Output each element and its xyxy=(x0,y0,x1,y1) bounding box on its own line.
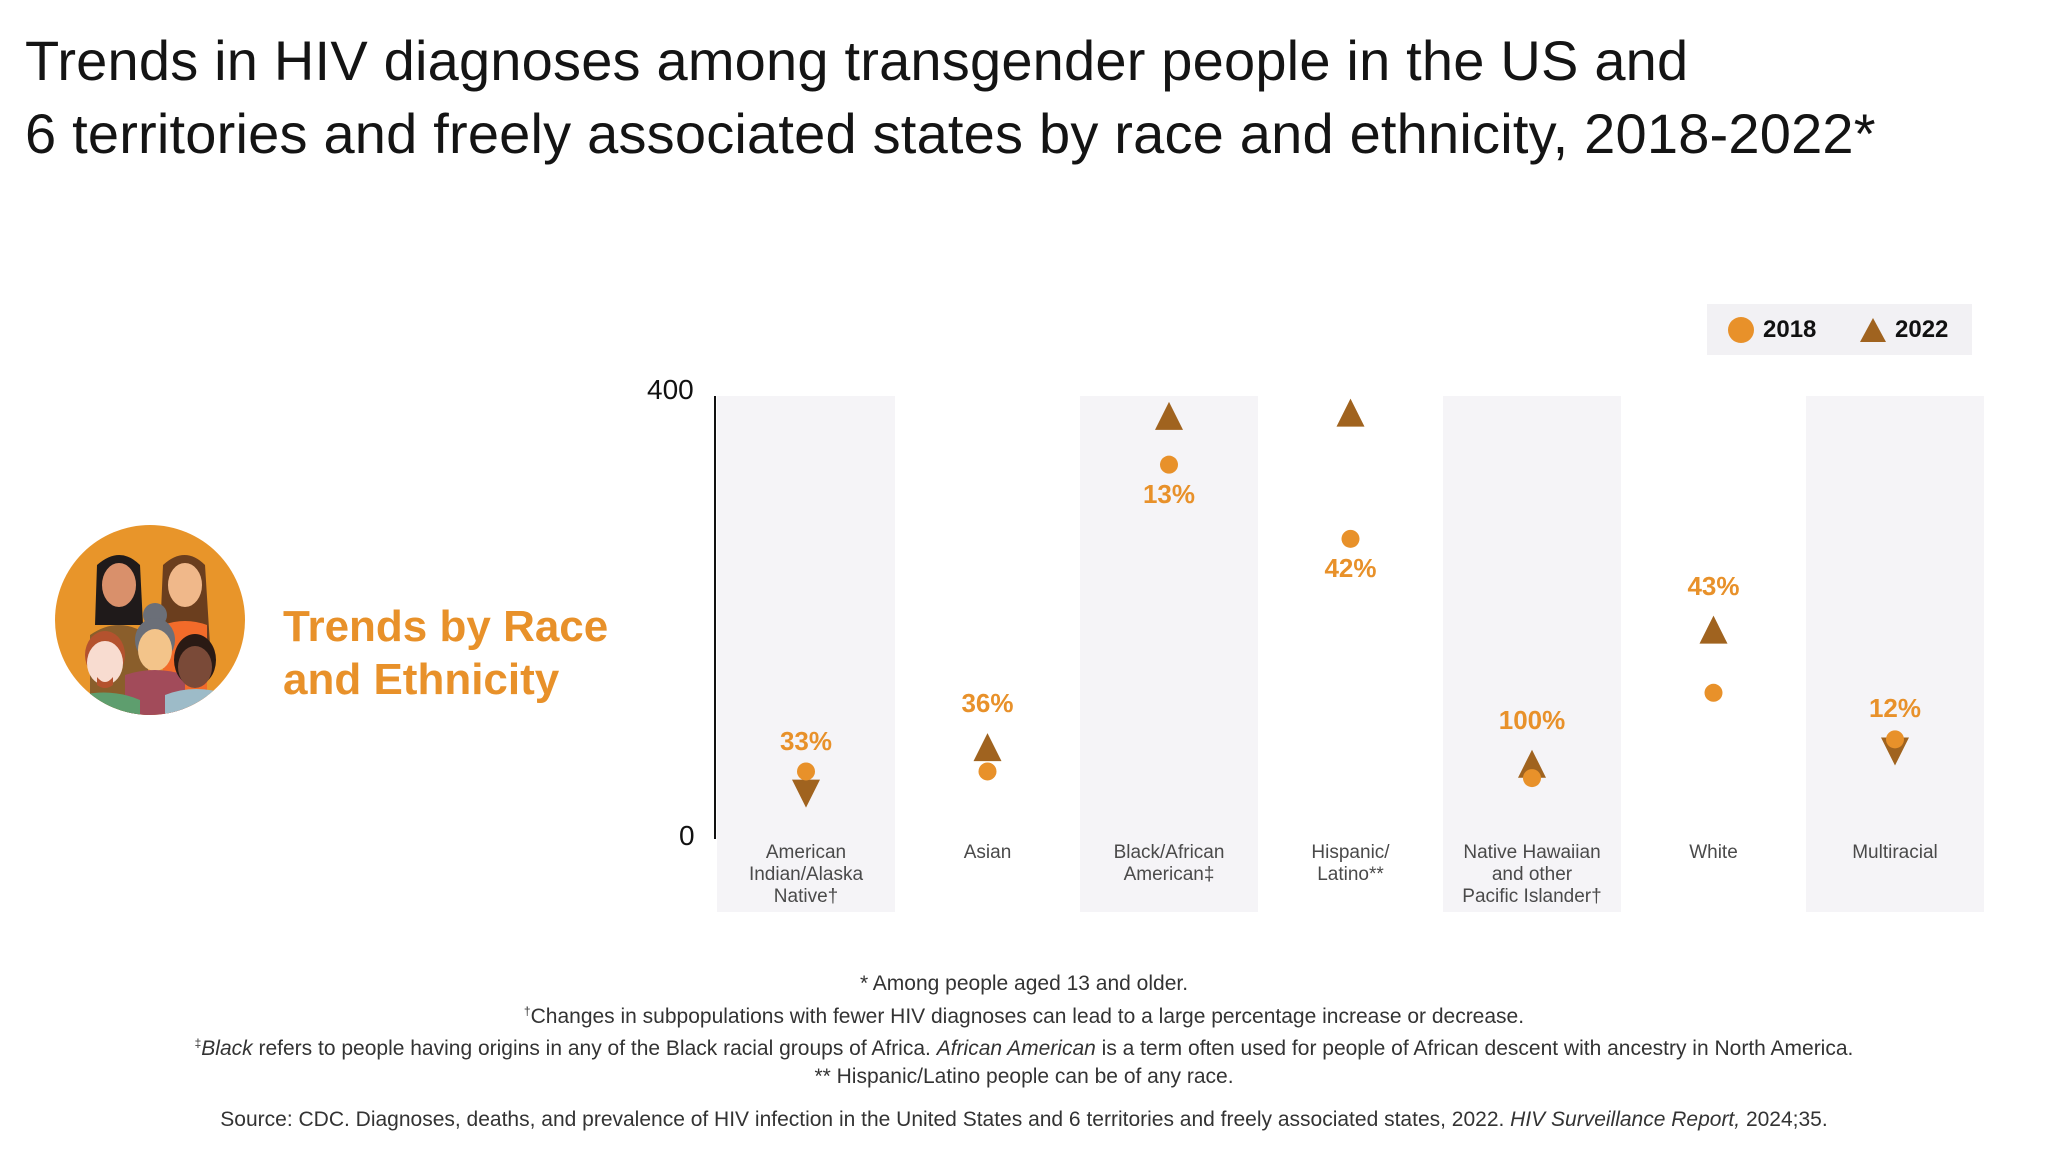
source-citation: Source: CDC. Diagnoses, deaths, and prev… xyxy=(0,1108,2048,1132)
marker-2018-circle xyxy=(1523,769,1541,788)
x-tick-label-line: Latino** xyxy=(1317,864,1384,885)
page-title: Trends in HIV diagnoses among transgende… xyxy=(25,24,1876,170)
x-tick-label: Hispanic/Latino** xyxy=(1262,842,1440,886)
x-tick-label-line: Hispanic/ xyxy=(1311,842,1390,863)
footnote-text: refers to people having origins in any o… xyxy=(252,1037,937,1060)
footnote-small-populations: †Changes in subpopulations with fewer HI… xyxy=(0,998,2048,1031)
category-band xyxy=(1806,396,1984,912)
footnote-hispanic: ** Hispanic/Latino people can be of any … xyxy=(814,1064,1234,1088)
x-tick-label: Asian xyxy=(899,842,1077,864)
diverse-people-group-icon xyxy=(55,525,245,715)
x-tick-label-line: Asian xyxy=(963,842,1012,863)
percent-change-label: 100% xyxy=(1498,704,1566,735)
x-tick-label: Native Hawaiian and other Pacific Islander… xyxy=(1443,842,1621,908)
marker-2018-circle xyxy=(1886,730,1904,749)
source-text: Source: CDC. Diagnoses, deaths, and prev… xyxy=(220,1108,1511,1131)
percent-change-label: 13% xyxy=(1142,478,1196,509)
footnotes: * Among people aged 13 and older. †Chang… xyxy=(0,970,2048,1090)
percent-change-label: 43% xyxy=(1687,570,1740,601)
source-report-title: HIV Surveillance Report, xyxy=(1510,1108,1741,1131)
x-tick-label-line: Multiracial xyxy=(1852,842,1938,863)
x-tick-label-line: Black/African xyxy=(1113,842,1225,863)
legend-label-2018: 2018 xyxy=(1763,315,1817,343)
x-tick-label-line: White xyxy=(1689,842,1738,863)
marker-2018-circle xyxy=(797,762,815,781)
section-heading: Trends by Race and Ethnicity xyxy=(283,600,608,706)
percent-change-label: 12% xyxy=(1868,692,1922,723)
section-heading-line-2: and Ethnicity xyxy=(283,655,560,704)
x-tick-label: Black/African American‡ xyxy=(1080,842,1258,886)
x-tick-label-line: American xyxy=(765,842,847,863)
x-tick-label-line: Native Hawaiian xyxy=(1463,842,1601,863)
marker-2018-circle xyxy=(1160,455,1178,474)
footnote-italic-black: Black xyxy=(201,1037,253,1060)
footnote-age: * Among people aged 13 and older. xyxy=(859,972,1189,995)
marker-2022-triangle xyxy=(1336,398,1365,427)
marker-2018-circle xyxy=(1704,683,1723,702)
x-tick-label-line: and other xyxy=(1491,864,1573,885)
legend-triangle-marker xyxy=(1860,317,1886,342)
y-tick-label-0: 0 xyxy=(679,820,695,851)
x-tick-label: Multiracial xyxy=(1806,842,1984,864)
legend-item-2018: 2018 xyxy=(1727,304,1816,355)
title-line-1: Trends in HIV diagnoses among transgende… xyxy=(25,29,1689,92)
marker-2022-triangle xyxy=(973,733,1002,762)
percent-change-label: 36% xyxy=(961,688,1014,719)
percent-change-label: 33% xyxy=(779,726,833,757)
category-band xyxy=(1443,396,1621,912)
category-band xyxy=(1080,396,1258,912)
legend-circle-marker xyxy=(1728,316,1754,343)
chart-legend: 2018 2022 xyxy=(1707,304,1972,355)
footnote-small-populations-text: Changes in subpopulations with fewer HIV… xyxy=(530,1004,1525,1028)
legend-label-2022: 2022 xyxy=(1895,315,1949,343)
dagger-mark: † xyxy=(523,1003,531,1018)
double-dagger-mark: ‡ xyxy=(194,1036,202,1050)
x-tick-label-line: Native† xyxy=(773,886,839,907)
x-tick-label-line: Pacific Islander† xyxy=(1462,886,1602,907)
x-tick-label: American Indian/Alaska Native† xyxy=(717,842,895,908)
source-tail: 2024;35. xyxy=(1740,1108,1828,1131)
footnote-black-definition: ‡Black refers to people having origins i… xyxy=(0,1030,2048,1063)
footnote-text: is a term often used for people of Afric… xyxy=(1095,1037,1854,1060)
percent-change-label: 42% xyxy=(1324,552,1377,583)
marker-2018-circle xyxy=(978,762,997,781)
category-band xyxy=(717,396,895,912)
footnote-italic-african-american: African American xyxy=(936,1037,1096,1060)
x-tick-label-line: American‡ xyxy=(1123,864,1215,885)
marker-2022-triangle xyxy=(1155,401,1183,430)
x-tick-label: White xyxy=(1625,842,1803,864)
marker-2022-triangle xyxy=(1518,749,1546,778)
marker-2022-triangle xyxy=(792,779,820,808)
x-tick-label-line: Indian/Alaska xyxy=(748,864,864,885)
y-tick-label-400: 400 xyxy=(647,374,694,405)
title-line-2: 6 territories and freely associated stat… xyxy=(25,102,1876,165)
legend-item-2022: 2022 xyxy=(1859,304,1948,355)
marker-2022-triangle xyxy=(1699,615,1728,644)
section-heading-line-1: Trends by Race xyxy=(283,602,609,651)
marker-2018-circle xyxy=(1341,529,1360,548)
